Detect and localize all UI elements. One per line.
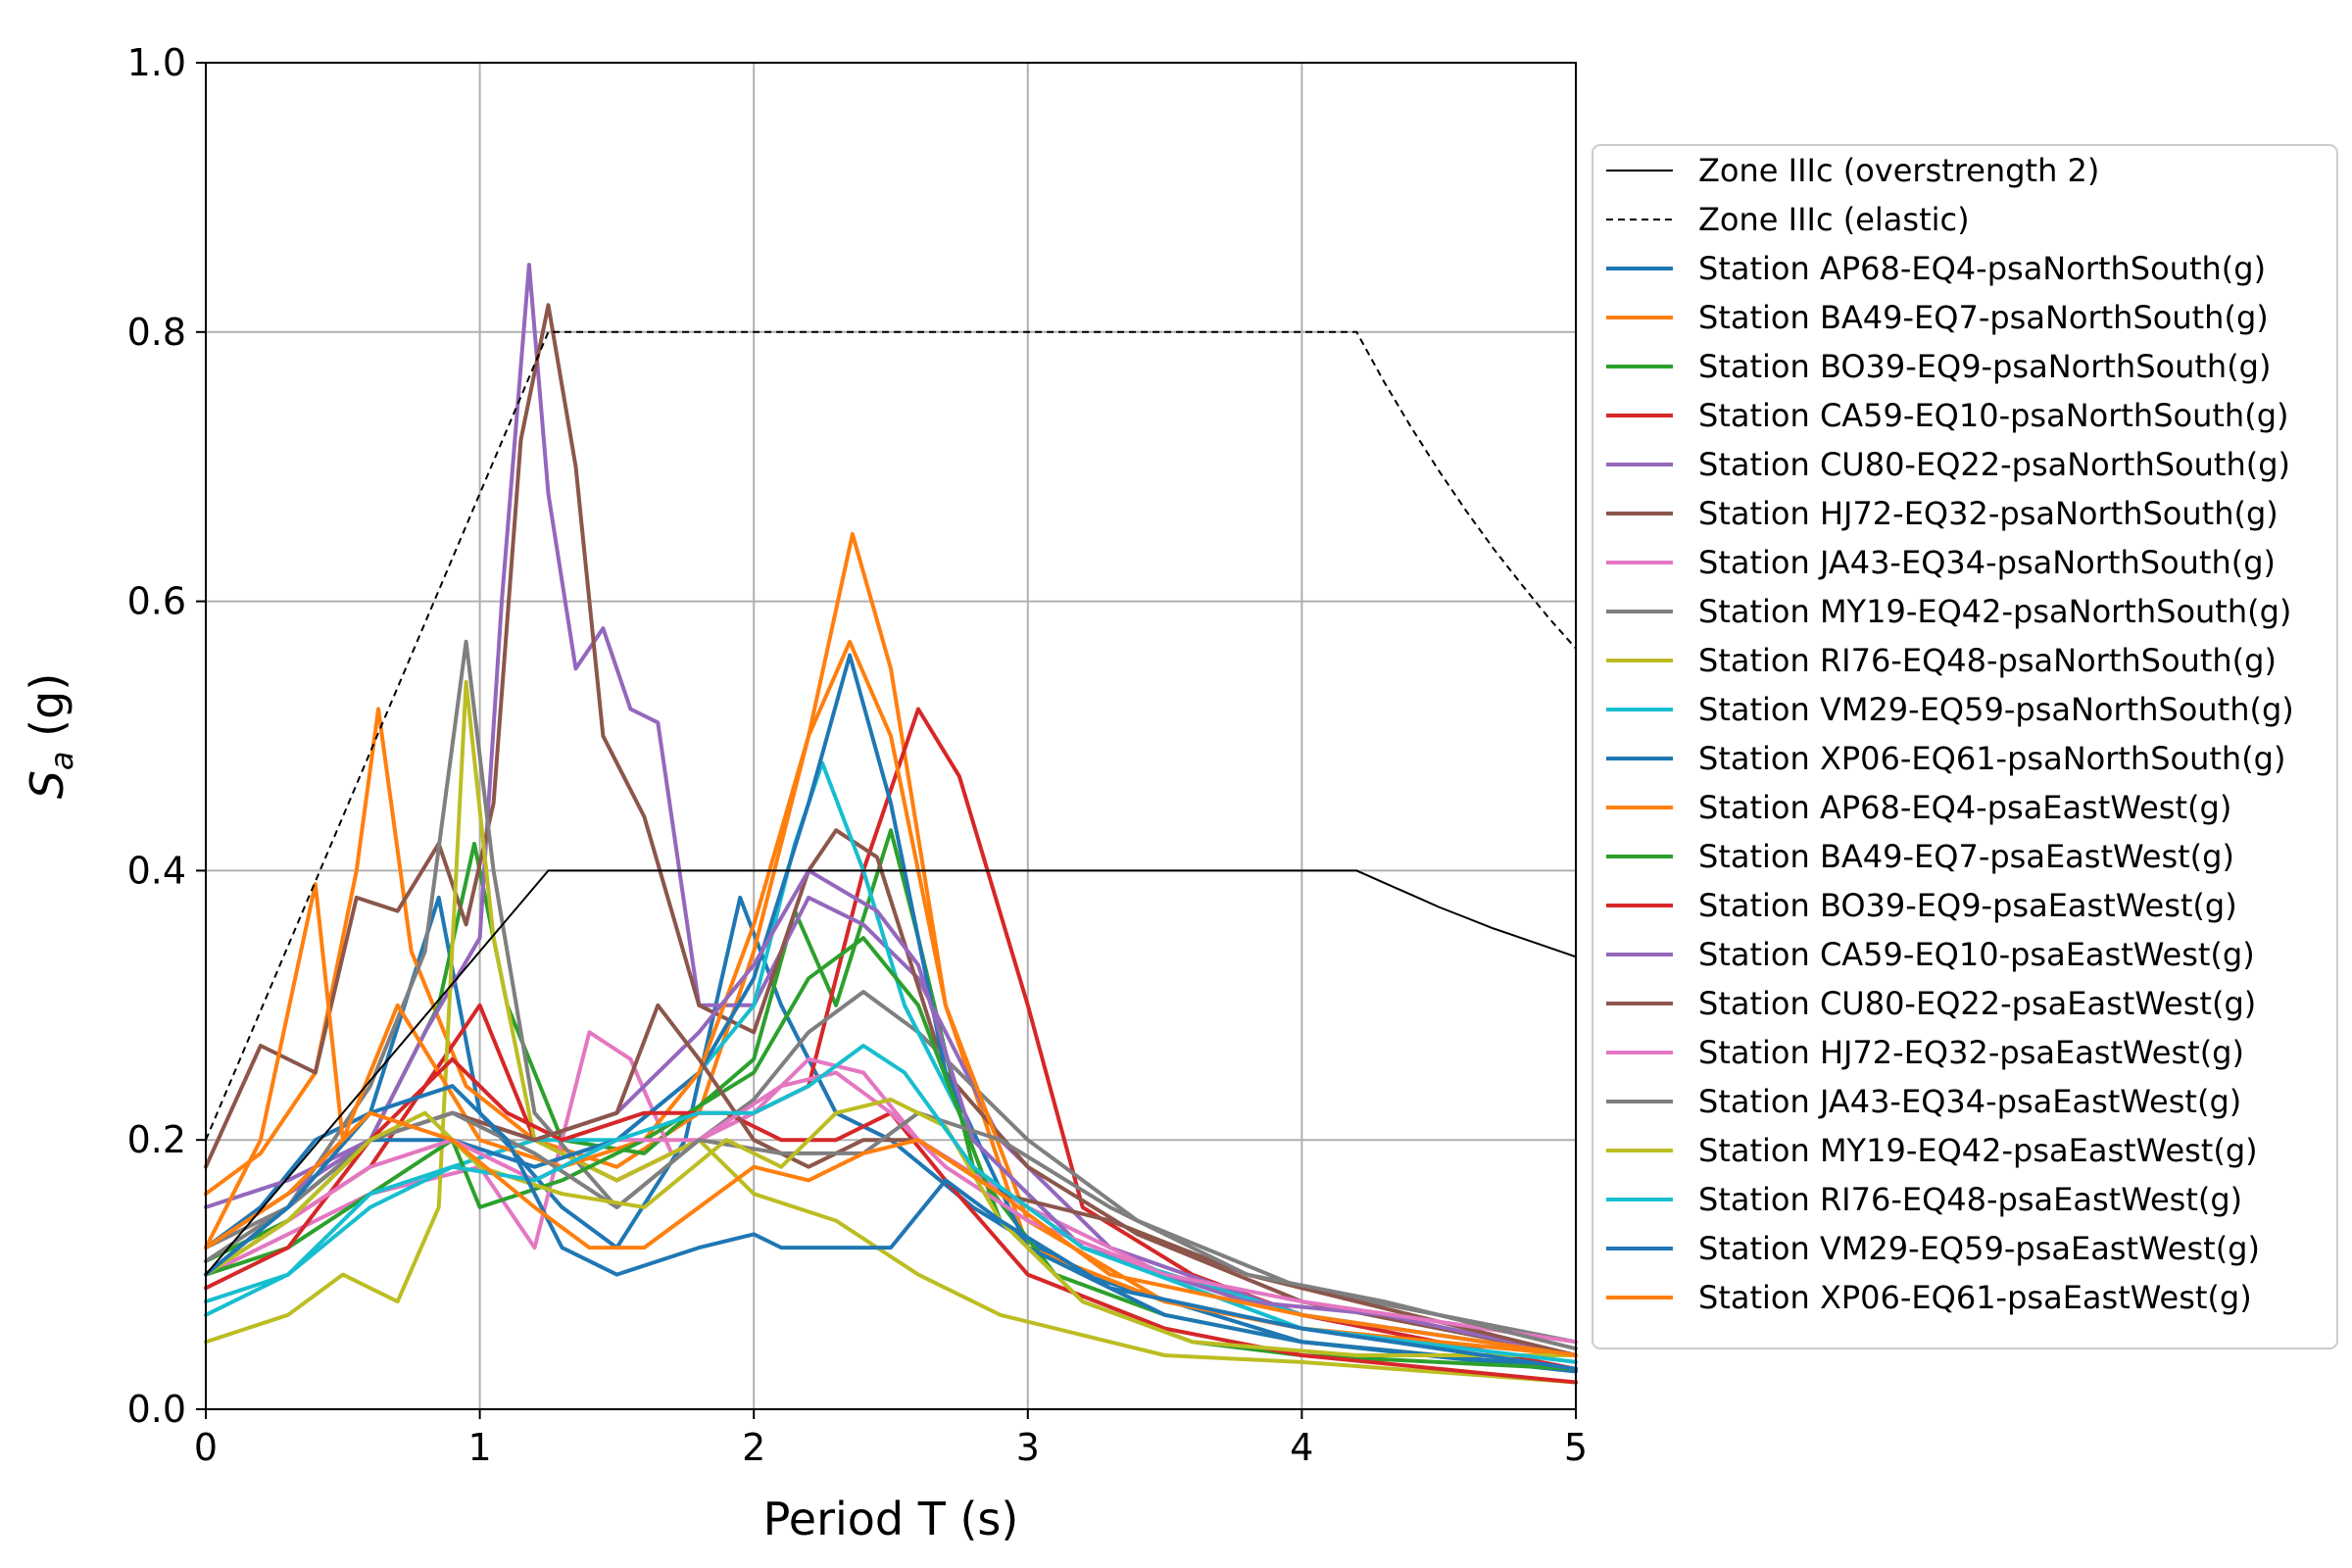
- legend-label: Station CA59-EQ10-psaEastWest(g): [1698, 936, 2255, 973]
- legend-label: Station CA59-EQ10-psaNorthSouth(g): [1698, 397, 2288, 434]
- legend-label: Station BO39-EQ9-psaNorthSouth(g): [1698, 348, 2271, 385]
- y-tick-label: 0.8: [127, 311, 186, 354]
- legend-label: Station VM29-EQ59-psaEastWest(g): [1698, 1230, 2260, 1267]
- legend-label: Station RI76-EQ48-psaNorthSouth(g): [1698, 642, 2277, 679]
- plot-lines: [204, 263, 1578, 1385]
- legend-label: Station HJ72-EQ32-psaNorthSouth(g): [1698, 495, 2278, 532]
- y-axis-title-unit: (g): [21, 673, 74, 752]
- y-tick-label: 0.2: [127, 1118, 186, 1161]
- legend-label: Station BA49-EQ7-psaEastWest(g): [1698, 838, 2234, 875]
- legend-label: Station VM29-EQ59-psaNorthSouth(g): [1698, 691, 2294, 728]
- x-tick-label: 5: [1564, 1426, 1588, 1469]
- legend-label: Station BO39-EQ9-psaEastWest(g): [1698, 887, 2237, 924]
- design-spectrum-line: [205, 330, 1577, 1141]
- y-tick-label: 0.4: [127, 849, 186, 892]
- x-axis-title: Period T (s): [763, 1493, 1019, 1545]
- design-spectrum-line: [205, 869, 1577, 1276]
- axis-ticks: 0 1 2 3 4 5 0.0 0.2 0.4 0.6 0.8 1.0: [127, 41, 1589, 1469]
- x-tick-label: 4: [1290, 1426, 1313, 1469]
- legend-label: Zone IIIc (overstrength 2): [1698, 152, 2099, 189]
- series-line: [204, 639, 1578, 1345]
- series-line: [204, 303, 1578, 1357]
- legend-label: Station JA43-EQ34-psaNorthSouth(g): [1698, 544, 2276, 581]
- series-line: [204, 1084, 1578, 1371]
- series-line: [204, 1070, 1578, 1345]
- y-axis-title-subscript: a: [43, 751, 80, 770]
- legend-label: Station CU80-EQ22-psaNorthSouth(g): [1698, 446, 2290, 483]
- x-tick-label: 1: [468, 1426, 492, 1469]
- x-tick-label: 3: [1016, 1426, 1040, 1469]
- y-axis-title-main: S: [21, 770, 74, 799]
- y-tick-label: 1.0: [127, 41, 186, 84]
- legend-frame: [1592, 144, 2338, 1349]
- legend: Zone IIIc (overstrength 2) Zone IIIc (ela…: [1592, 144, 2338, 1349]
- legend-label: Station AP68-EQ4-psaNorthSouth(g): [1698, 250, 2266, 287]
- legend-label: Station CU80-EQ22-psaEastWest(g): [1698, 985, 2256, 1022]
- y-axis-title: Sa (g): [21, 673, 80, 800]
- legend-label: Station BA49-EQ7-psaNorthSouth(g): [1698, 299, 2269, 336]
- series-line: [204, 1098, 1578, 1357]
- legend-label: Station AP68-EQ4-psaEastWest(g): [1698, 789, 2231, 826]
- legend-label: Station RI76-EQ48-psaEastWest(g): [1698, 1181, 2242, 1218]
- series-line: [204, 531, 1578, 1357]
- series-line: [204, 1044, 1578, 1364]
- y-tick-label: 0.0: [127, 1388, 186, 1431]
- x-tick-label: 2: [742, 1426, 765, 1469]
- series-line: [204, 680, 1578, 1385]
- legend-label: Zone IIIc (elastic): [1698, 201, 1970, 238]
- legend-label: Station JA43-EQ34-psaEastWest(g): [1698, 1083, 2241, 1120]
- legend-label: Station MY19-EQ42-psaEastWest(g): [1698, 1132, 2258, 1169]
- legend-label: Station MY19-EQ42-psaNorthSouth(g): [1698, 593, 2291, 630]
- series-line: [204, 1110, 1578, 1357]
- plot-area-frame: [205, 62, 1577, 1410]
- legend-label: Station HJ72-EQ32-psaEastWest(g): [1698, 1034, 2244, 1071]
- legend-label: Station XP06-EQ61-psaEastWest(g): [1698, 1279, 2252, 1316]
- x-tick-label: 0: [194, 1426, 218, 1469]
- y-tick-label: 0.6: [127, 580, 186, 623]
- series-line: [204, 1110, 1578, 1351]
- legend-label: Station XP06-EQ61-psaNorthSouth(g): [1698, 740, 2285, 777]
